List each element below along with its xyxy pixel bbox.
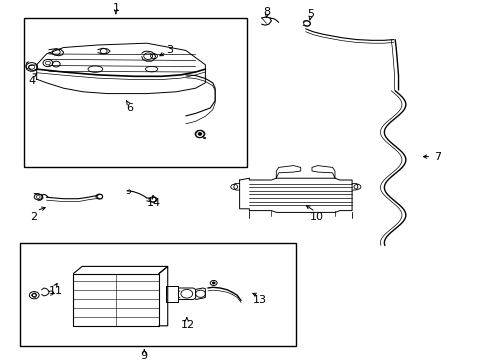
- Text: 1: 1: [112, 3, 119, 13]
- Text: 12: 12: [181, 320, 195, 330]
- Text: 10: 10: [309, 212, 323, 222]
- Text: 14: 14: [147, 198, 161, 208]
- Text: 8: 8: [263, 6, 270, 17]
- Circle shape: [198, 132, 202, 135]
- Text: 13: 13: [253, 294, 266, 305]
- Text: 6: 6: [126, 103, 133, 113]
- Text: 7: 7: [433, 152, 440, 162]
- Text: 5: 5: [306, 9, 313, 19]
- Text: 4: 4: [28, 76, 35, 86]
- Text: 3: 3: [166, 45, 173, 55]
- Bar: [24, 18, 246, 167]
- Text: 11: 11: [49, 286, 63, 296]
- Text: 2: 2: [30, 212, 37, 222]
- Text: 9: 9: [141, 351, 147, 360]
- Circle shape: [212, 282, 215, 284]
- Bar: [20, 243, 295, 346]
- Bar: [73, 274, 159, 326]
